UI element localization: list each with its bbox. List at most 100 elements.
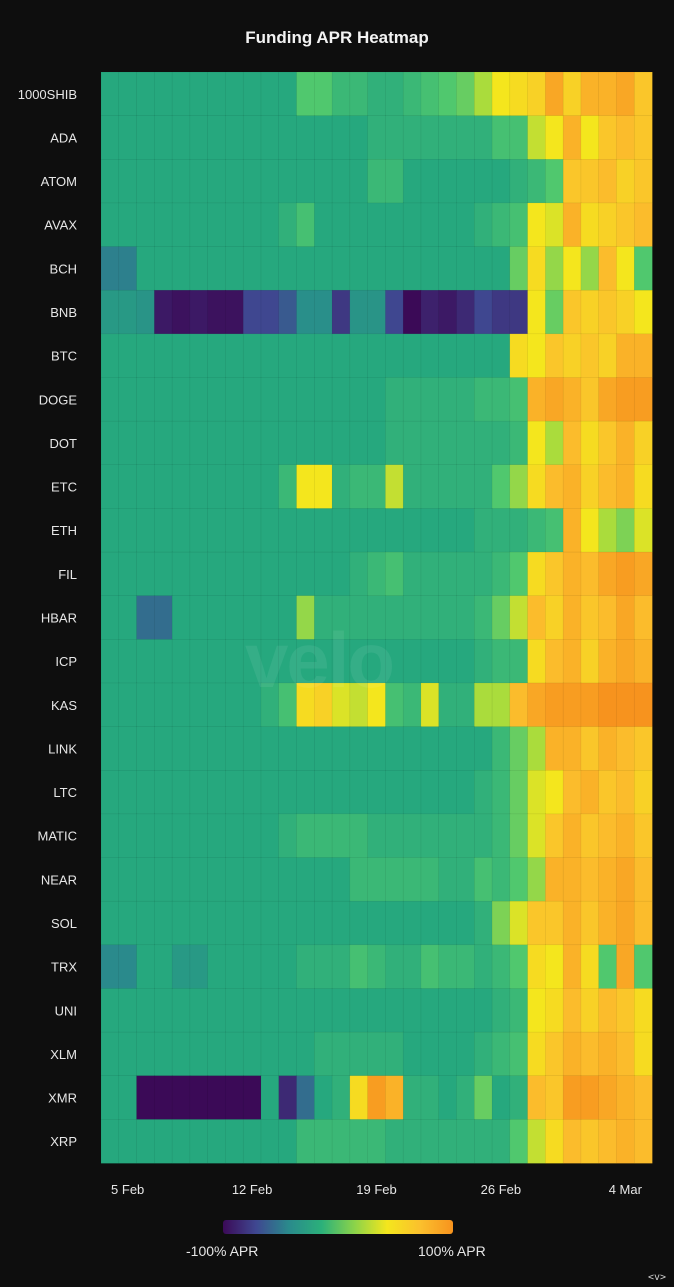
heatmap-cell-etc-24	[527, 464, 547, 510]
heatmap-cell-xrp-6	[207, 1119, 227, 1164]
heatmap-cell-xrp-0	[100, 1119, 120, 1164]
heatmap-cell-avax-8	[242, 202, 262, 248]
heatmap-cell-uni-23	[509, 988, 529, 1033]
heatmap-cell-eth-17	[402, 508, 422, 553]
heatmap-cell-near-17	[402, 857, 422, 902]
heatmap-cell-bnb-29	[616, 289, 635, 335]
heatmap-cell-kas-17	[402, 682, 422, 728]
heatmap-cell-ltc-11	[296, 769, 315, 815]
heatmap-cell-btc-28	[598, 333, 618, 379]
heatmap-cell-hbar-21	[474, 595, 493, 640]
heatmap-cell-xrp-18	[420, 1119, 440, 1164]
heatmap-cell-near-9	[260, 857, 280, 902]
heatmap-cell-bnb-10	[278, 289, 298, 335]
heatmap-cell-fil-16	[385, 551, 404, 597]
heatmap-cell-bch-9	[260, 246, 280, 291]
heatmap-cell-doge-13	[331, 377, 351, 422]
heatmap-cell-xlm-19	[438, 1031, 458, 1077]
heatmap-cell-hbar-9	[260, 595, 280, 640]
heatmap-cell-xrp-20	[456, 1119, 475, 1164]
heatmap-cell-1000shib-1	[118, 71, 138, 117]
heatmap-cell-ada-17	[402, 115, 422, 160]
heatmap-cell-doge-21	[474, 377, 493, 422]
heatmap-cell-uni-16	[385, 988, 404, 1033]
heatmap-cell-ada-10	[278, 115, 298, 160]
heatmap-cell-xrp-7	[225, 1119, 244, 1164]
heatmap-cell-link-11	[296, 726, 315, 771]
heatmap-cell-matic-21	[474, 813, 493, 859]
heatmap-cell-xlm-20	[456, 1031, 475, 1077]
heatmap-cell-eth-6	[207, 508, 227, 553]
heatmap-cell-xrp-5	[189, 1119, 209, 1164]
heatmap-cell-xrp-22	[491, 1119, 511, 1164]
heatmap-cell-avax-9	[260, 202, 280, 248]
heatmap-cell-doge-11	[296, 377, 315, 422]
heatmap-cell-1000shib-3	[154, 71, 173, 117]
heatmap-cell-hbar-11	[296, 595, 315, 640]
heatmap-cell-etc-27	[580, 464, 600, 510]
heatmap-cell-xmr-14	[349, 1075, 369, 1121]
heatmap-cell-etc-6	[207, 464, 227, 510]
heatmap-cell-btc-8	[242, 333, 262, 379]
heatmap-cell-icp-11	[296, 639, 315, 684]
heatmap-cell-matic-12	[314, 813, 333, 859]
heatmap-cell-hbar-18	[420, 595, 440, 640]
heatmap-cell-avax-27	[580, 202, 600, 248]
heatmap-cell-avax-0	[100, 202, 120, 248]
heatmap-cell-ltc-0	[100, 769, 120, 815]
heatmap-cell-xlm-6	[207, 1031, 227, 1077]
heatmap-cell-near-26	[562, 857, 582, 902]
heatmap-cell-uni-3	[154, 988, 173, 1033]
heatmap-cell-doge-5	[189, 377, 209, 422]
heatmap-cell-1000shib-22	[491, 71, 511, 117]
heatmap-cell-ada-16	[385, 115, 404, 160]
heatmap-cell-near-5	[189, 857, 209, 902]
heatmap-cell-ltc-30	[633, 769, 653, 815]
heatmap-cell-near-2	[136, 857, 155, 902]
heatmap-cell-1000shib-23	[509, 71, 529, 117]
heatmap-cell-near-22	[491, 857, 511, 902]
heatmap-cell-sol-12	[314, 900, 333, 946]
heatmap-cell-1000shib-8	[242, 71, 262, 117]
heatmap-cell-kas-29	[616, 682, 635, 728]
row-label-xmr: XMR	[48, 1091, 77, 1106]
heatmap-cell-ltc-12	[314, 769, 333, 815]
heatmap-cell-xrp-27	[580, 1119, 600, 1164]
heatmap-cell-btc-1	[118, 333, 138, 379]
heatmap-cell-xrp-9	[260, 1119, 280, 1164]
heatmap-cell-fil-11	[296, 551, 315, 597]
heatmap-cell-doge-2	[136, 377, 155, 422]
heatmap-cell-uni-24	[527, 988, 547, 1033]
heatmap-cell-xmr-9	[260, 1075, 280, 1121]
heatmap-cell-atom-17	[402, 159, 422, 204]
heatmap-cell-link-27	[580, 726, 600, 771]
heatmap-cell-ada-29	[616, 115, 635, 160]
heatmap-cell-kas-19	[438, 682, 458, 728]
row-label-ada: ADA	[50, 130, 77, 145]
heatmap-cell-1000shib-6	[207, 71, 227, 117]
heatmap-cell-avax-5	[189, 202, 209, 248]
heatmap-cell-sol-20	[456, 900, 475, 946]
heatmap-cell-1000shib-25	[545, 71, 564, 117]
heatmap-cell-ltc-17	[402, 769, 422, 815]
heatmap-cell-matic-10	[278, 813, 298, 859]
heatmap-cell-xrp-24	[527, 1119, 547, 1164]
heatmap-cell-hbar-17	[402, 595, 422, 640]
heatmap-cell-uni-29	[616, 988, 635, 1033]
heatmap-cell-uni-10	[278, 988, 298, 1033]
heatmap-cell-sol-25	[545, 900, 564, 946]
heatmap-cell-ltc-7	[225, 769, 244, 815]
heatmap-cell-icp-25	[545, 639, 564, 684]
heatmap-cell-sol-27	[580, 900, 600, 946]
heatmap-cell-atom-6	[207, 159, 227, 204]
heatmap-cell-link-15	[367, 726, 387, 771]
row-label-dot: DOT	[50, 436, 78, 451]
heatmap-cell-etc-30	[633, 464, 653, 510]
heatmap-cell-atom-9	[260, 159, 280, 204]
heatmap-cell-eth-20	[456, 508, 475, 553]
heatmap-cell-sol-23	[509, 900, 529, 946]
heatmap-cell-uni-30	[633, 988, 653, 1033]
heatmap-cell-bch-19	[438, 246, 458, 291]
x-tick-label-2: 19 Feb	[356, 1182, 396, 1197]
heatmap-cell-sol-6	[207, 900, 227, 946]
